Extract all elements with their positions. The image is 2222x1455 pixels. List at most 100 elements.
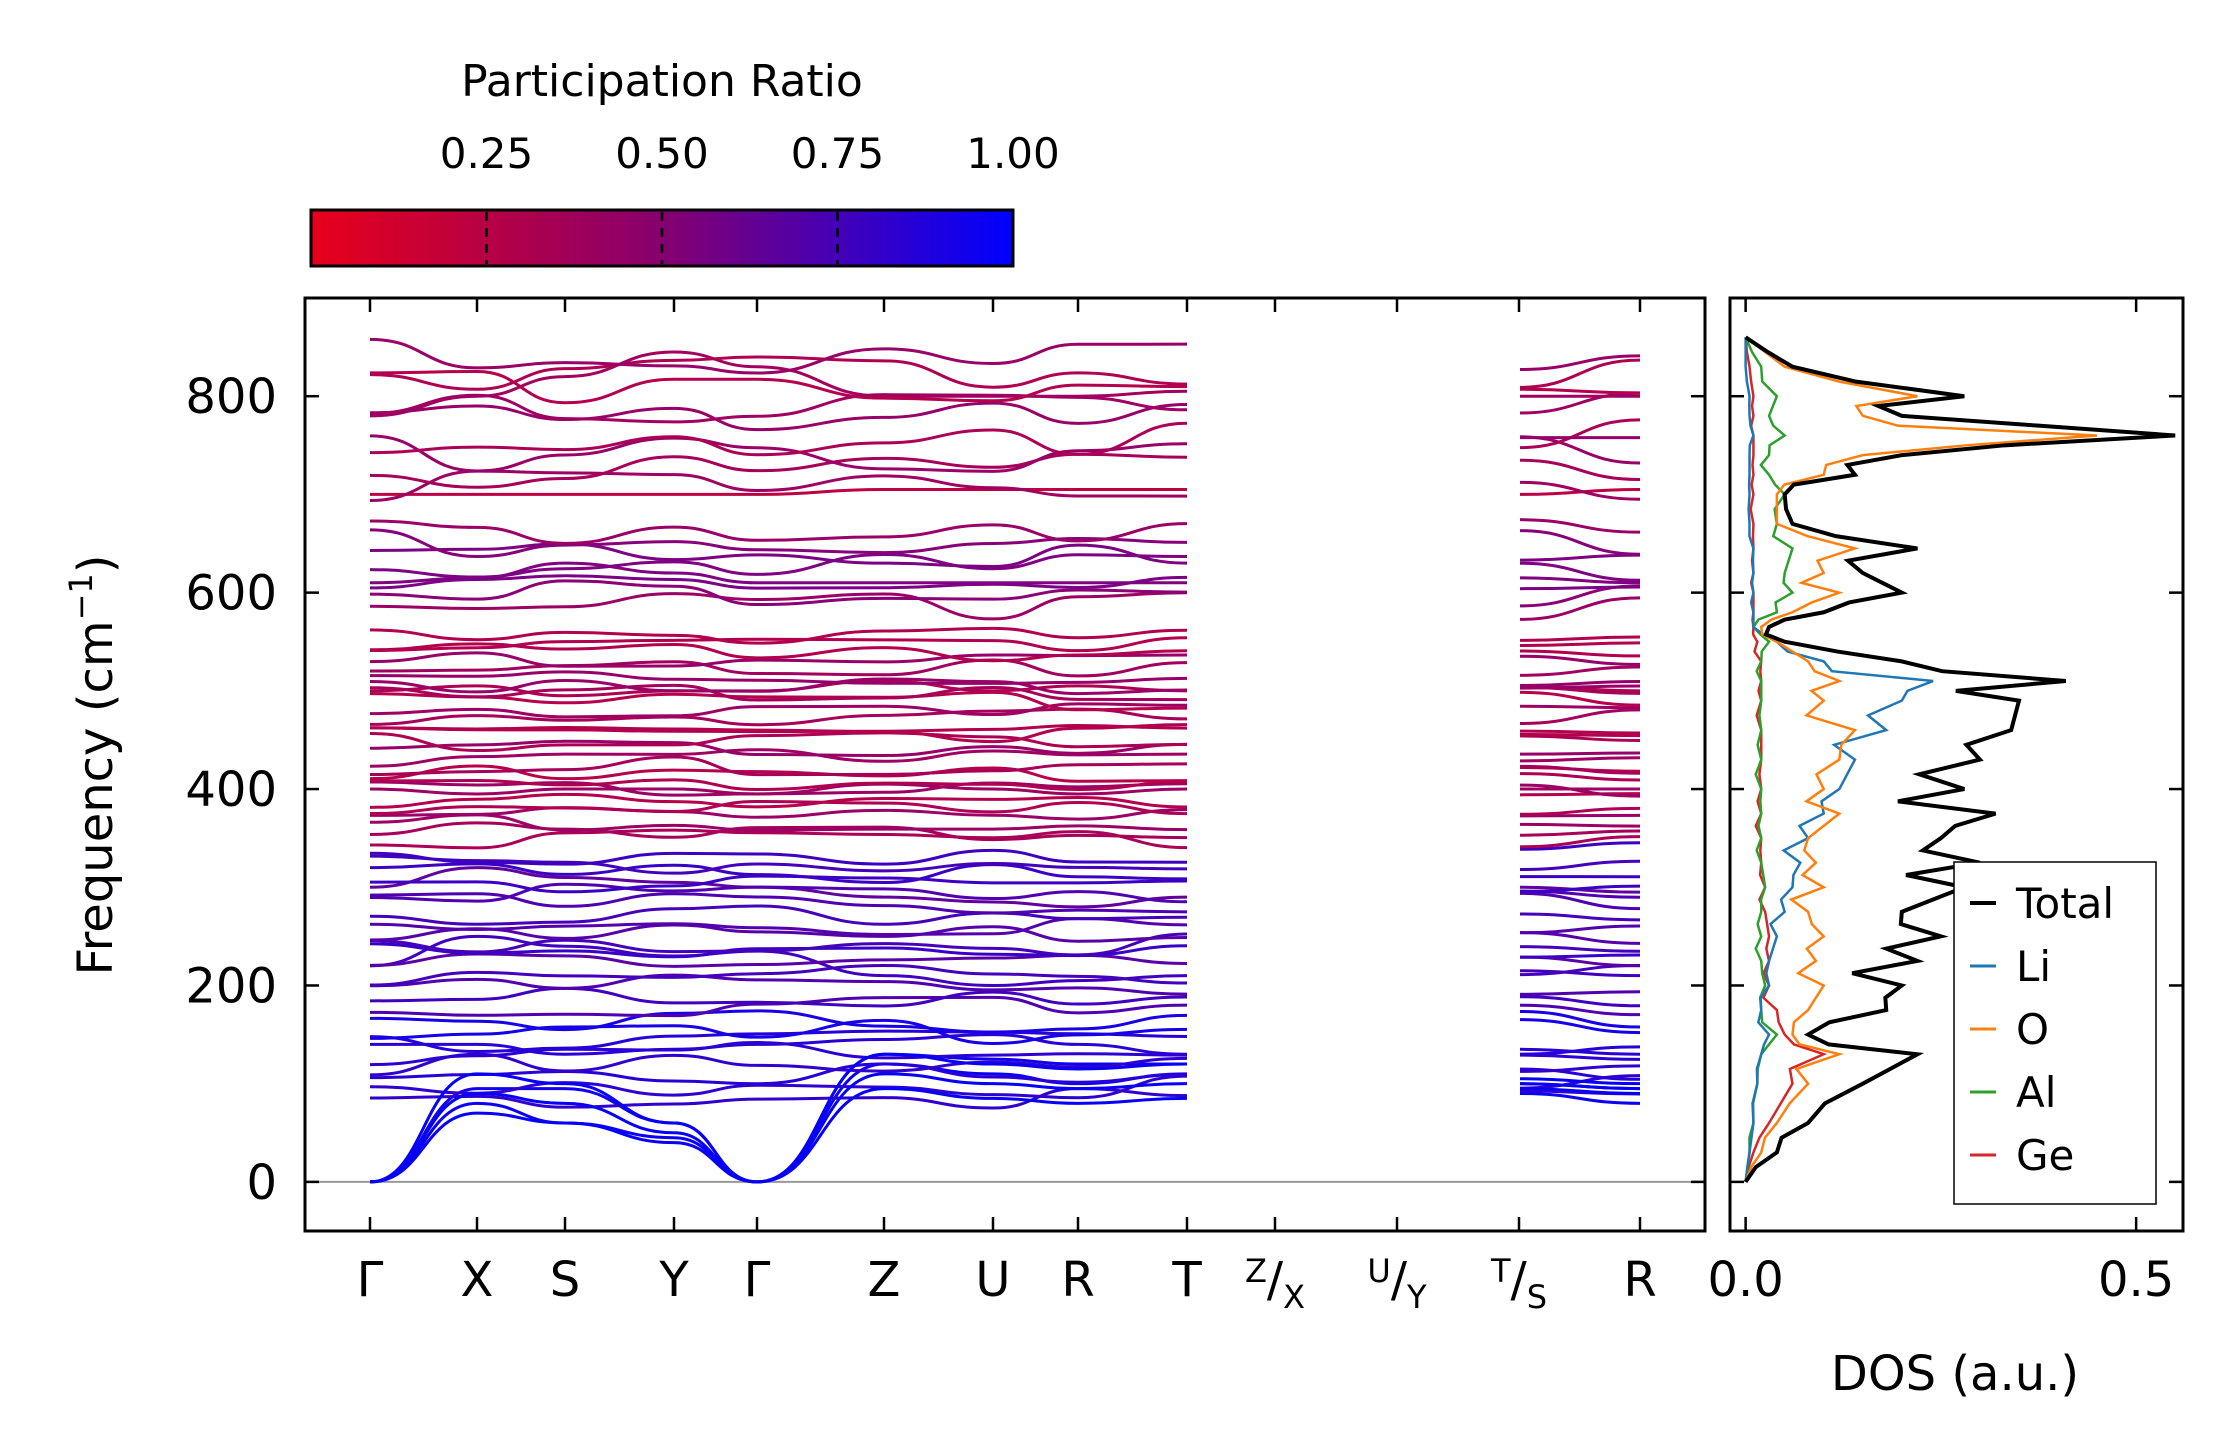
phonon-band: [369, 986, 1641, 1008]
ylabel-close: ): [68, 554, 124, 573]
phonon-band: [369, 1009, 1641, 1034]
colorbar-title: Participation Ratio: [461, 56, 863, 107]
phonon-band: [369, 658, 1641, 678]
phonon-band: [369, 1052, 1641, 1077]
phonon-band: [369, 932, 1641, 957]
phonon-band: [369, 813, 1641, 832]
dos-curve-total: [1743, 335, 2176, 1184]
phonon-band: [369, 642, 1641, 663]
phonon-band: [369, 469, 1641, 503]
phonon-band: [369, 553, 1641, 582]
phonon-band: [369, 1062, 1641, 1086]
phonon-band: [369, 355, 1641, 391]
phonon-band: [369, 964, 1641, 987]
phonon-band: [369, 821, 1641, 842]
phonon-band: [369, 542, 1641, 569]
phonon-band: [369, 528, 1641, 558]
path-discontinuity-gap: [1262, 299, 1275, 1172]
kpoint-split-label: Z/X: [1245, 1252, 1305, 1316]
kpoint-split-label: U/Y: [1367, 1252, 1427, 1316]
band-y-axis-label: Frequency (cm−1): [62, 554, 124, 975]
band-plot-frame: [303, 296, 1707, 1233]
ylabel-superscript: −1: [62, 573, 100, 620]
kpoint-split-label: T/S: [1490, 1252, 1547, 1316]
phonon-band: [369, 1018, 1641, 1045]
legend-label-al: Al: [2016, 1068, 2056, 1117]
colorbar-tick-label: 0.50: [615, 129, 709, 178]
phonon-band: [369, 952, 1641, 968]
legend-label-li: Li: [2016, 942, 2051, 991]
phonon-band: [369, 904, 1641, 926]
kpoint-label: Z: [868, 1252, 901, 1308]
svg-text:Frequency (cm−1): Frequency (cm−1): [62, 554, 124, 975]
colorbar: Participation Ratio 0.25 0.50 0.75 1.00: [309, 56, 1060, 268]
colorbar-tick-label: 1.00: [966, 129, 1060, 178]
path-discontinuity-gap: [1384, 299, 1398, 1172]
phonon-band: [369, 1074, 1641, 1100]
phonon-band: [369, 337, 1641, 375]
colorbar-tick-label: 0.25: [440, 129, 534, 178]
dos-curve-o: [1744, 336, 2098, 1183]
phonon-band: [369, 723, 1641, 744]
phonon-band: [369, 841, 1641, 866]
phonon-band: [369, 452, 1641, 489]
dos-x-axis-label: DOS (a.u.): [1831, 1346, 2079, 1402]
dos-x-tick-label: 0.5: [2098, 1252, 2174, 1308]
ylabel-text: Frequency (cm: [68, 620, 124, 975]
kpoint-label: Γ: [744, 1252, 771, 1308]
phonon-band: [369, 748, 1641, 768]
phonon-band: [369, 917, 1641, 936]
phonon-band: [369, 591, 1641, 621]
dos-plot-frame: [1728, 296, 2185, 1233]
legend-label-total: Total: [2015, 879, 2114, 928]
band-y-tick-label: 800: [185, 369, 277, 425]
kpoint-label: S: [550, 1252, 580, 1308]
phonon-band: [369, 755, 1641, 777]
phonon-band: [369, 854, 1641, 875]
dos-curve-li: [1744, 337, 1934, 1183]
kpoint-label: Y: [658, 1252, 689, 1308]
band-y-tick-label: 600: [185, 566, 277, 622]
path-discontinuity-gap: [1506, 299, 1520, 1172]
dos-curve-ge: [1744, 337, 1828, 1183]
phonon-band: [369, 574, 1641, 591]
kpoint-label: T: [1171, 1252, 1202, 1308]
phonon-band: [369, 401, 1641, 440]
dos-x-tick-label: 0.0: [1707, 1252, 1783, 1308]
band-y-tick-label: 400: [185, 762, 277, 818]
band-y-tick-label: 0: [246, 1155, 277, 1211]
phonon-band: [369, 792, 1641, 809]
phonon-band: [369, 874, 1641, 894]
phonon-band: [369, 1029, 1641, 1056]
dos-legend: Total Li O Al Ge: [1953, 861, 2157, 1205]
dos-panel: 0.0 0.5 DOS (a.u.) Total Li O Al Ge: [1707, 296, 2185, 1402]
phonon-band: [370, 488, 1641, 496]
phonon-band: [369, 800, 1641, 816]
legend-label-o: O: [2016, 1005, 2049, 1054]
phonon-band: [369, 724, 1641, 735]
phonon-band: [369, 626, 1641, 645]
phonon-band: [369, 862, 1641, 885]
phonon-band: [369, 780, 1641, 798]
kpoint-label: R: [1061, 1252, 1094, 1308]
phonon-band: [369, 772, 1641, 791]
acoustic-band: [369, 1052, 1641, 1184]
kpoint-label: R: [1623, 1252, 1656, 1308]
phonon-band: [369, 677, 1641, 696]
phonon-band: [369, 690, 1641, 712]
phonon-band: [369, 995, 1641, 1018]
dos-curve-al: [1744, 336, 1795, 1183]
phonon-band: [369, 370, 1641, 405]
kpoint-label: U: [975, 1252, 1010, 1308]
phonon-band: [369, 739, 1641, 757]
legend-frame: [1953, 861, 2157, 1205]
phonon-band: [369, 973, 1641, 996]
phonon-band: [369, 942, 1641, 959]
phonon-band: [369, 934, 1641, 987]
phonon-band: [369, 731, 1641, 752]
phonon-band: [369, 518, 1641, 545]
kpoint-label: Γ: [357, 1252, 384, 1308]
legend-label-ge: Ge: [2016, 1131, 2074, 1180]
